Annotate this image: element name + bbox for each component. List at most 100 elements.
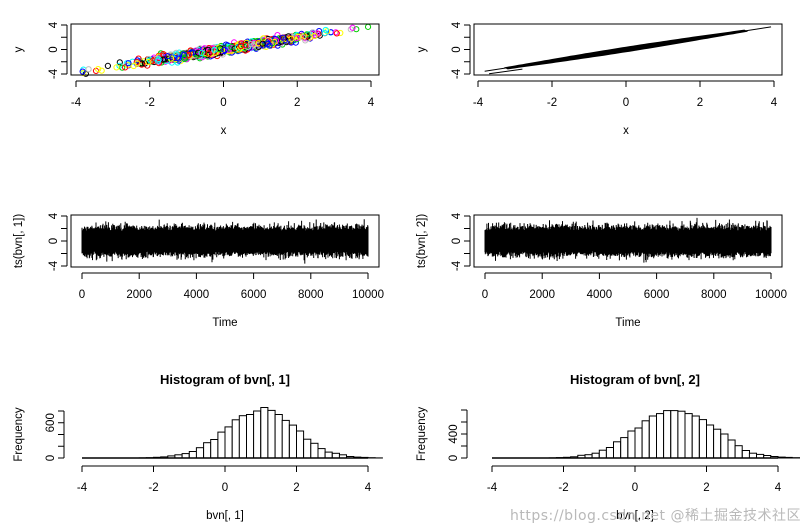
chart-title: Histogram of bvn[, 1] <box>160 372 290 387</box>
data-point <box>160 52 167 59</box>
data-line <box>484 26 772 72</box>
chart-scatter: -4 -2 0 2 4 x -4 0 4 y <box>13 21 380 137</box>
data-point <box>145 58 152 66</box>
x-axis-title: x <box>221 125 227 137</box>
histogram-bar <box>727 439 736 459</box>
y-axis-title: ts(bvn[, 1]) <box>13 214 25 268</box>
histogram-bar <box>670 410 679 459</box>
x-tick-label: 8000 <box>298 289 324 301</box>
x-tick-label: 2 <box>703 482 709 494</box>
data-point <box>332 29 339 36</box>
data-point <box>195 49 202 56</box>
plot-frame <box>473 23 783 76</box>
x-tick-label: 0 <box>632 482 638 494</box>
histogram-bar <box>698 419 708 459</box>
data-point <box>175 55 182 62</box>
x-tick-label: -2 <box>145 97 155 109</box>
histogram-bar <box>648 415 657 459</box>
x-tick-label: 2 <box>293 482 299 494</box>
data-line <box>489 68 523 75</box>
histogram-bar <box>741 450 750 459</box>
histogram-bar <box>734 445 743 459</box>
y-axis-title: Frequency <box>13 407 25 462</box>
histogram-bar <box>224 426 233 459</box>
data-point <box>300 34 307 41</box>
data-point <box>272 40 279 47</box>
x-tick-label: 6000 <box>241 289 267 301</box>
histogram-bar <box>317 448 326 459</box>
y-axis-title: y <box>416 46 428 52</box>
y-tick-label: 600 <box>45 413 57 432</box>
histogram-bar <box>634 427 643 459</box>
chart-ts2: 0 2000 4000 6000 8000 10000 Time -4 0 4 ts(bvn[, 2… <box>416 212 787 329</box>
x-tick-label: 6000 <box>644 289 670 301</box>
histogram-bar <box>720 433 729 459</box>
x-tick-label: -2 <box>558 482 568 494</box>
x-axis-title: Time <box>212 317 237 329</box>
x-tick-label: 2 <box>697 97 703 109</box>
data-point <box>119 64 126 71</box>
histogram-bar <box>246 414 255 459</box>
y-tick-label: 400 <box>448 424 460 443</box>
data-point <box>322 26 329 34</box>
data-point <box>198 49 205 57</box>
histogram-bar <box>605 447 615 459</box>
data-point <box>201 45 208 52</box>
data-point <box>288 35 295 42</box>
histogram-bar <box>281 419 290 459</box>
data-point <box>219 46 226 54</box>
histogram-bar <box>188 451 198 459</box>
histogram-bar <box>324 451 333 459</box>
series-band <box>82 231 368 251</box>
data-point <box>347 26 354 33</box>
chart-hist2: Histogram of bvn[, 2] -4 -2 0 2 4 bvn[, 2] 0 400… <box>416 372 800 522</box>
data-point <box>221 46 228 54</box>
histogram-bar <box>203 442 212 459</box>
data-point <box>180 51 188 59</box>
watermark: https://blog.csdn.net @稀土掘金技术社区 <box>510 508 801 524</box>
x-tick-label: 8000 <box>701 289 727 301</box>
data-point <box>141 60 149 67</box>
x-axis-title: bvn[, 2] <box>616 510 654 522</box>
histogram-bar <box>267 409 276 459</box>
plot-frame <box>70 214 380 268</box>
data-point <box>174 54 181 61</box>
x-tick-label: 0 <box>222 482 228 494</box>
data-point <box>349 24 356 31</box>
histogram-bar <box>288 424 297 459</box>
y-tick-label: 0 <box>448 455 460 461</box>
data-point <box>333 30 340 37</box>
y-tick-label: -4 <box>48 68 60 79</box>
series-band <box>485 231 771 251</box>
data-point <box>288 39 295 46</box>
data-point <box>309 29 316 36</box>
data-point <box>304 33 311 40</box>
histogram-bar <box>274 414 283 459</box>
histogram-bar <box>777 456 786 459</box>
x-tick-label: -4 <box>77 482 88 494</box>
x-tick-label: 10000 <box>755 289 787 301</box>
y-tick-label: 0 <box>451 238 463 244</box>
data-point <box>95 66 102 73</box>
data-point <box>242 42 249 49</box>
data-point <box>204 46 212 54</box>
histogram-bar <box>238 415 248 459</box>
histogram-bar <box>303 438 312 459</box>
data-point <box>98 67 105 74</box>
y-tick-label: -4 <box>451 260 463 271</box>
data-point <box>181 55 188 63</box>
y-tick-label: 4 <box>451 212 463 219</box>
x-tick-label: 2000 <box>529 289 555 301</box>
data-point <box>259 40 266 47</box>
x-tick-label: 4 <box>368 97 375 109</box>
histogram-bar <box>684 413 693 459</box>
data-point <box>104 62 112 70</box>
y-tick-label: 0 <box>48 238 60 244</box>
x-tick-label: 4 <box>771 97 778 109</box>
y-tick-label: 0 <box>48 46 60 52</box>
x-tick-label: 0 <box>482 289 488 301</box>
x-tick-label: -2 <box>547 97 557 109</box>
histogram-bar <box>260 407 269 459</box>
data-point <box>337 29 344 37</box>
